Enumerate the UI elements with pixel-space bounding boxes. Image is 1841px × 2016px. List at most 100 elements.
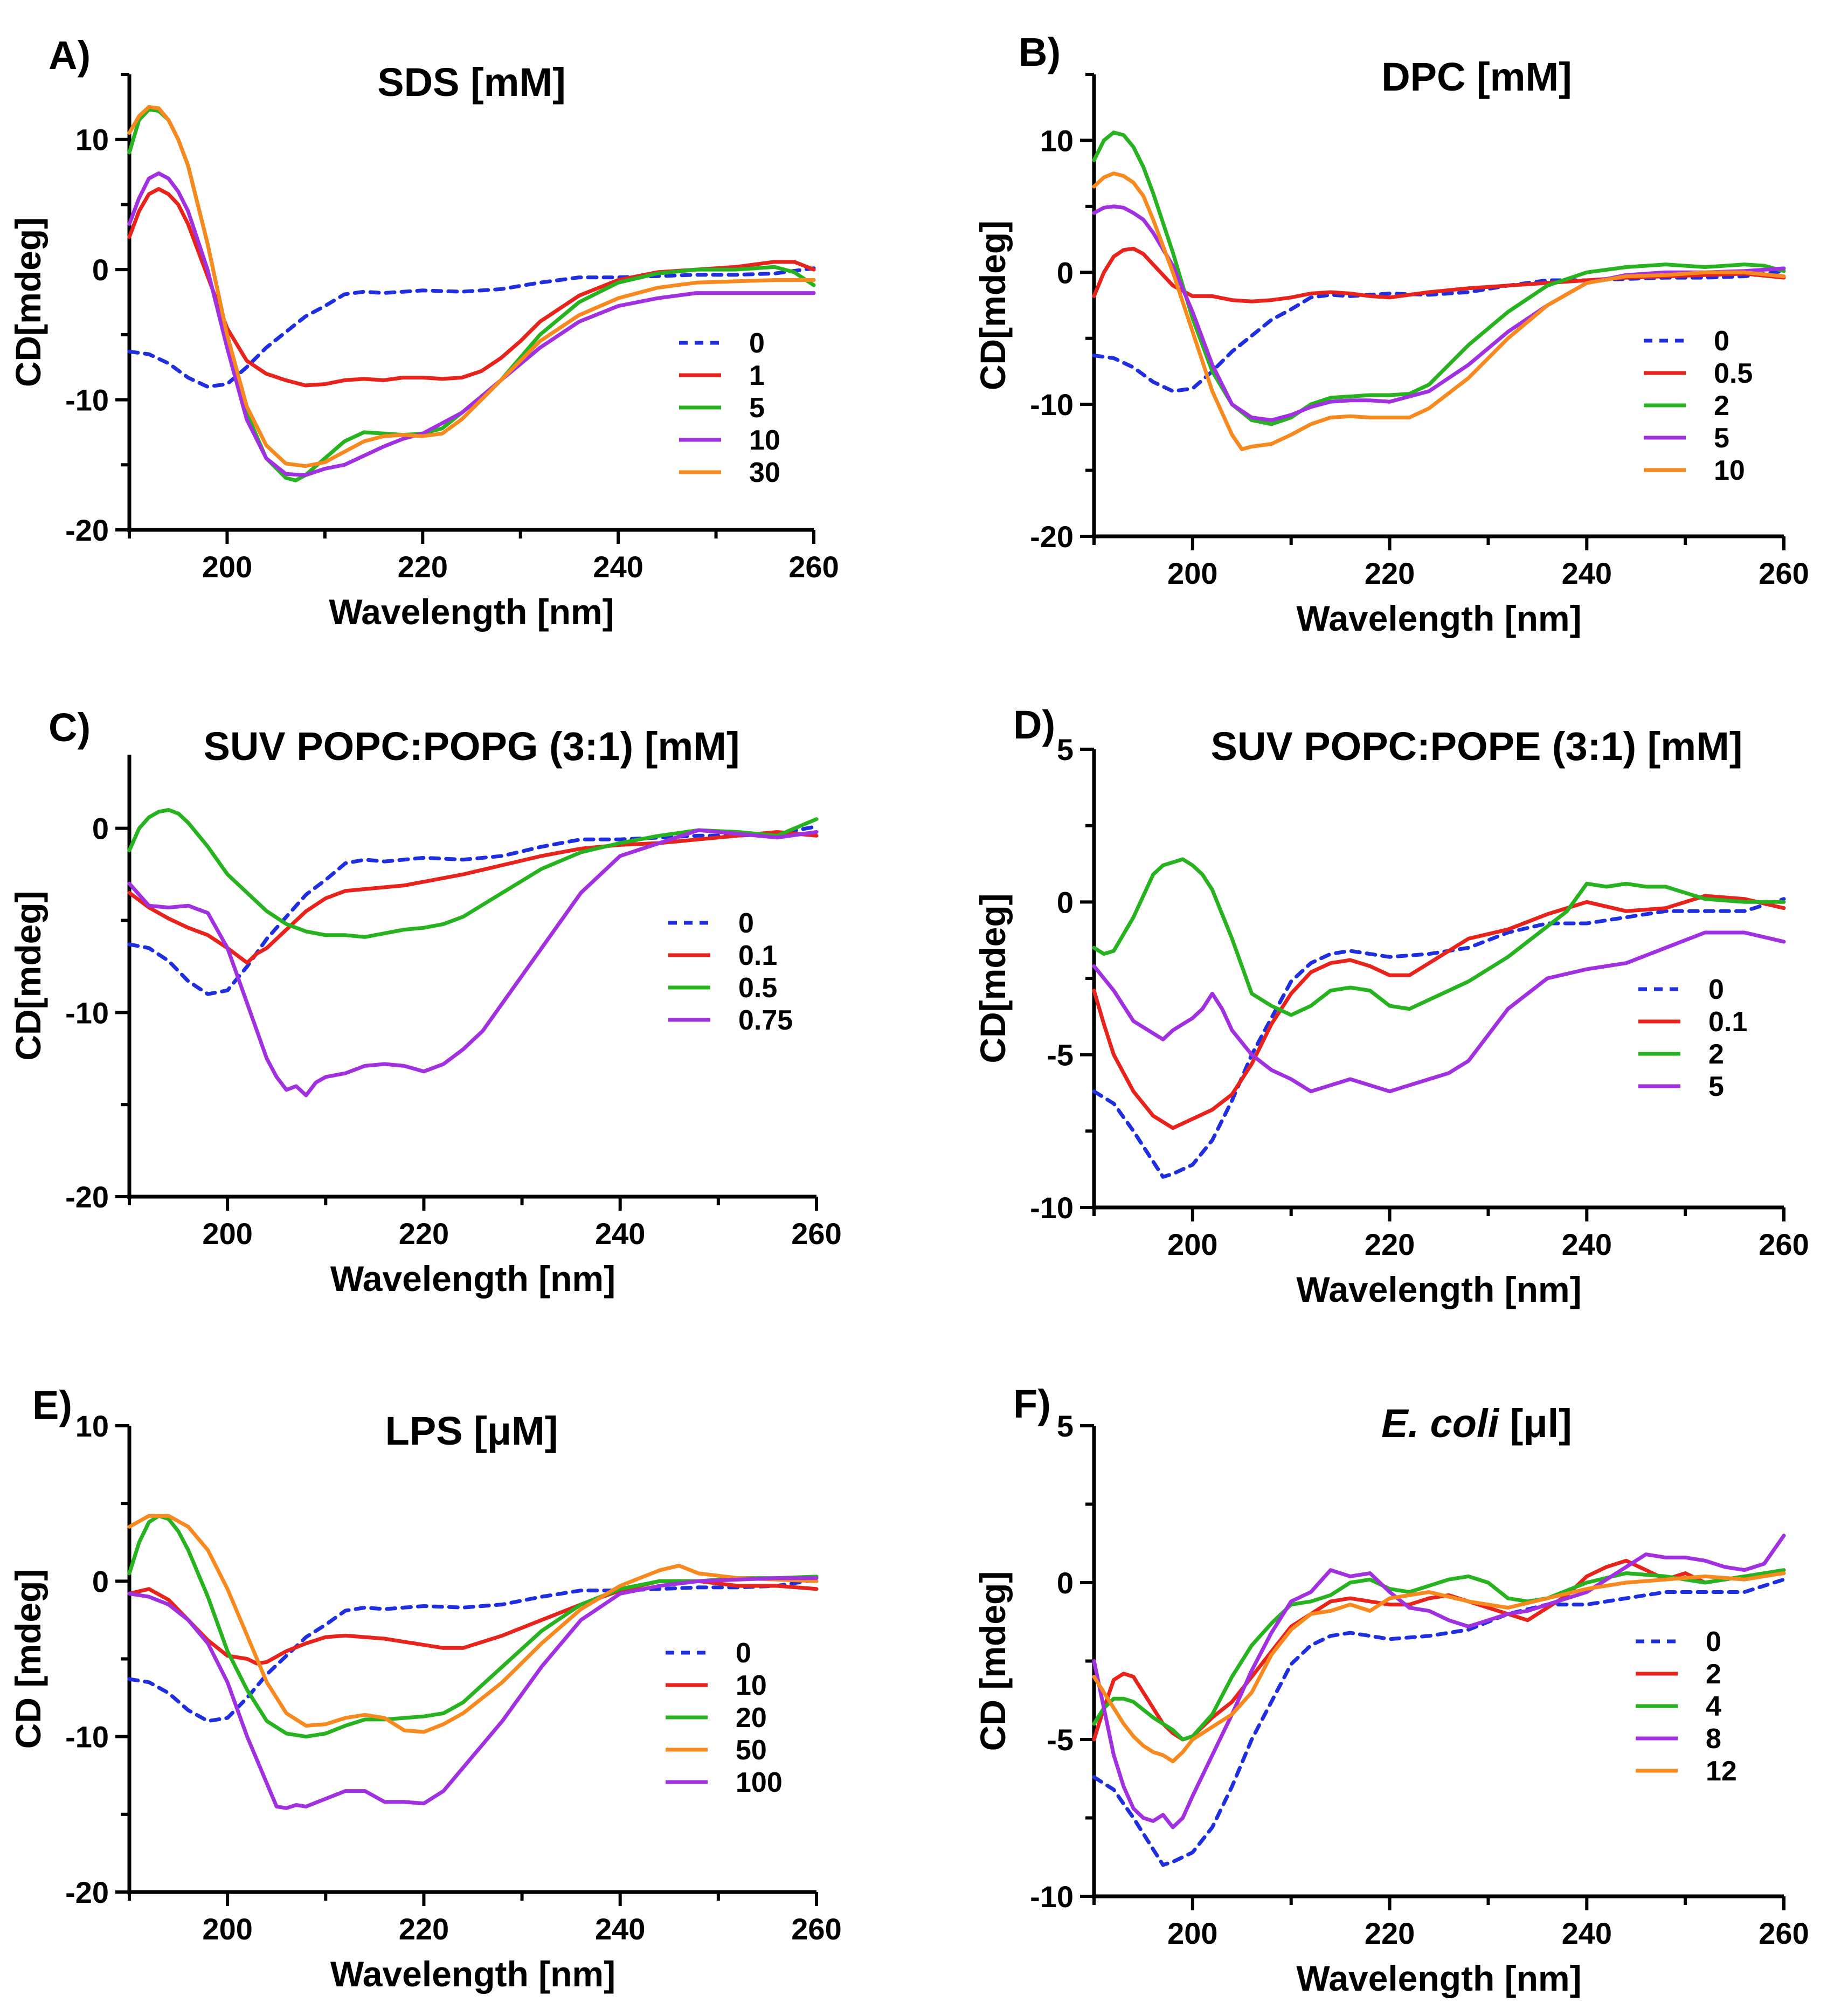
y-tick-label: 10 [75, 123, 109, 157]
y-tick-label: 0 [92, 1564, 109, 1598]
legend-label-2: 2 [1708, 1039, 1724, 1070]
series-line-10 [1092, 171, 1786, 451]
panel-label: A) [49, 33, 91, 78]
panel-label: B) [1019, 30, 1061, 74]
chart-title: SUV POPC:POPG (3:1) [mM] [204, 724, 740, 769]
x-tick-label: 260 [791, 1217, 841, 1251]
legend-label-0.75: 0.75 [738, 1005, 793, 1036]
y-tick-label: 0 [1057, 885, 1074, 919]
y-tick-label: 0 [1057, 256, 1074, 289]
x-tick-label: 200 [1167, 1227, 1217, 1261]
x-tick-label: 200 [202, 1217, 252, 1251]
legend-label-20: 20 [736, 1702, 767, 1734]
chart-title: DPC [mM] [1381, 54, 1572, 99]
y-tick-label: 5 [1057, 1409, 1074, 1443]
series-line-20 [127, 1514, 819, 1739]
legend-label-2: 2 [1714, 390, 1729, 422]
legend-label-5: 5 [1708, 1071, 1724, 1102]
series-line-5 [1092, 930, 1786, 1094]
legend-label-8: 8 [1706, 1723, 1721, 1755]
x-tick-label: 220 [399, 1912, 449, 1946]
series-line-100 [127, 1576, 819, 1810]
x-axis-label: Wavelength [nm] [329, 592, 614, 632]
y-tick-label: -10 [1030, 388, 1074, 422]
x-tick-label: 260 [1759, 556, 1809, 590]
chart-panel-3: C) SUV POPC:POPG (3:1) [mM] 200 220 240 260 -2… [8, 705, 842, 1299]
y-axis-label: CD[mdeg] [8, 890, 48, 1060]
y-tick-label: -10 [1030, 1880, 1074, 1914]
series-line-0.75 [127, 828, 819, 1097]
series-line-0.5 [127, 808, 819, 939]
x-tick-label: 260 [791, 1912, 841, 1946]
series-line-10 [127, 1579, 819, 1666]
y-axis-label: CD[mdeg] [8, 217, 48, 387]
legend-label-10: 10 [736, 1670, 767, 1701]
legend-label-0.5: 0.5 [738, 972, 777, 1004]
x-tick-label: 260 [1759, 1916, 1809, 1950]
legend-label-50: 50 [736, 1735, 767, 1766]
x-tick-label: 220 [1365, 556, 1415, 590]
x-axis-label: Wavelength [nm] [1296, 598, 1581, 638]
legend-label-1: 1 [749, 360, 765, 391]
legend-label-0: 0 [1708, 974, 1724, 1005]
x-tick-label: 200 [1167, 1916, 1217, 1950]
series-line-4 [1092, 1568, 1786, 1742]
x-tick-label: 220 [1365, 1227, 1415, 1261]
series-line-2 [1092, 1558, 1786, 1742]
chart-title: E. coli [μl] [1381, 1401, 1572, 1446]
series-line-10 [127, 171, 816, 478]
y-tick-label: 0 [1057, 1566, 1074, 1600]
x-tick-label: 240 [595, 1912, 645, 1946]
y-tick-label: -20 [65, 1180, 109, 1214]
y-tick-label: 10 [75, 1409, 109, 1443]
chart-panel-5: E)LPS [μM]200 220 240 260-20-10010Wavelengt… [8, 1383, 842, 1994]
series-line-5 [1092, 204, 1786, 422]
series-line-5 [127, 107, 816, 482]
legend-label-12: 12 [1706, 1756, 1737, 1787]
x-tick-label: 260 [788, 550, 839, 584]
y-tick-label: 10 [1040, 123, 1074, 157]
x-axis-label: Wavelength [nm] [1296, 1269, 1581, 1309]
y-tick-label: -20 [1030, 520, 1074, 554]
x-tick-label: 240 [593, 550, 643, 584]
y-tick-label: -10 [65, 383, 109, 417]
chart-panel-4: D) SUV POPC:POPE (3:1) [mM]200 220 240 260-1… [973, 702, 1809, 1309]
panel-label: F) [1013, 1382, 1051, 1426]
series-line-8 [1092, 1534, 1786, 1829]
legend-label-4: 4 [1706, 1691, 1721, 1722]
y-axis-label: CD[mdeg] [973, 220, 1013, 390]
y-axis-label: CD [mdeg] [973, 1571, 1013, 1751]
series-line-0.1 [1092, 894, 1786, 1130]
series-line-30 [127, 105, 816, 468]
x-tick-label: 240 [1562, 556, 1612, 590]
x-tick-label: 220 [399, 1217, 449, 1251]
legend-label-0: 0 [1706, 1626, 1721, 1658]
y-tick-label: -20 [65, 513, 109, 547]
series-line-2 [1092, 130, 1786, 426]
legend-label-0: 0 [749, 328, 765, 359]
chart-panel-1: A)SDS [mM]200 220 240 260-20-10010Wavelengt… [8, 33, 839, 632]
legend-label-5: 5 [1714, 423, 1729, 454]
chart-title: LPS [μM] [385, 1409, 558, 1453]
legend-label-30: 30 [749, 457, 780, 488]
legend-label-10: 10 [1714, 455, 1745, 486]
chart-panel-2: B) DPC [mM] 200 220 240 260 -20 -10 0 10 Wavelengt… [973, 30, 1809, 638]
legend-label-0: 0 [1714, 326, 1729, 357]
x-tick-label: 200 [1167, 556, 1217, 590]
panel-label: C) [49, 705, 91, 750]
x-tick-label: 240 [1562, 1227, 1612, 1261]
y-axis-label: CD[mdeg] [973, 893, 1013, 1063]
series-line-0 [1092, 1577, 1786, 1867]
y-tick-label: 0 [92, 812, 109, 846]
panel-label: D) [1013, 702, 1055, 747]
y-tick-label: -10 [65, 1720, 109, 1754]
series-line-50 [127, 1514, 819, 1734]
legend-label-2: 2 [1706, 1659, 1721, 1690]
y-axis-label: CD [mdeg] [8, 1569, 48, 1749]
x-tick-label: 240 [595, 1217, 645, 1251]
series-line-0.1 [127, 830, 819, 965]
chart-title: SUV POPC:POPE (3:1) [mM] [1211, 724, 1743, 769]
y-tick-label: 5 [1057, 733, 1074, 767]
y-tick-label: 0 [92, 253, 109, 287]
